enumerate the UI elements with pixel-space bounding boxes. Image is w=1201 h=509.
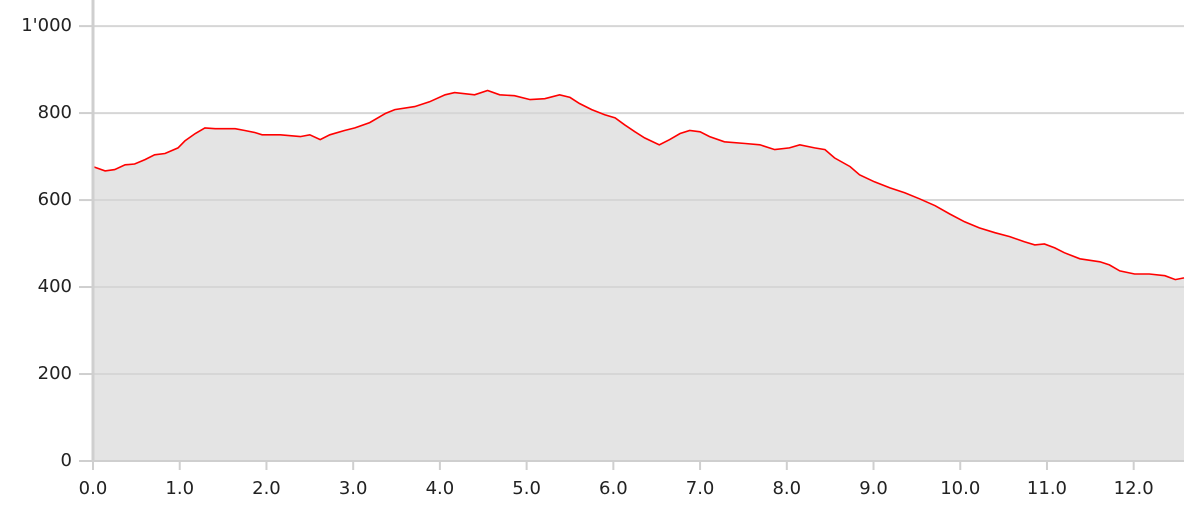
y-tick-label: 800: [38, 102, 72, 123]
x-tick-label: 0.0: [79, 478, 108, 499]
y-tick-label: 200: [38, 363, 72, 384]
x-tick-label: 12.0: [1114, 478, 1154, 499]
y-tick-label: 0: [61, 450, 72, 471]
x-tick-label: 5.0: [512, 478, 541, 499]
x-tick-label: 6.0: [599, 478, 628, 499]
x-tick-label: 9.0: [859, 478, 888, 499]
y-tick-label: 400: [38, 276, 72, 297]
area-fill: [93, 90, 1184, 461]
y-tick-label: 1'000: [21, 15, 72, 36]
x-tick-label: 7.0: [686, 478, 715, 499]
x-tick-label: 1.0: [165, 478, 194, 499]
elevation-line: [92, 89, 1185, 281]
x-tick-label: 4.0: [426, 478, 455, 499]
x-tick-label: 10.0: [940, 478, 980, 499]
x-tick-label: 3.0: [339, 478, 368, 499]
x-tick-label: 11.0: [1027, 478, 1067, 499]
x-tick-label: 8.0: [772, 478, 801, 499]
y-tick-label: 600: [38, 189, 72, 210]
x-tick-label: 2.0: [252, 478, 281, 499]
